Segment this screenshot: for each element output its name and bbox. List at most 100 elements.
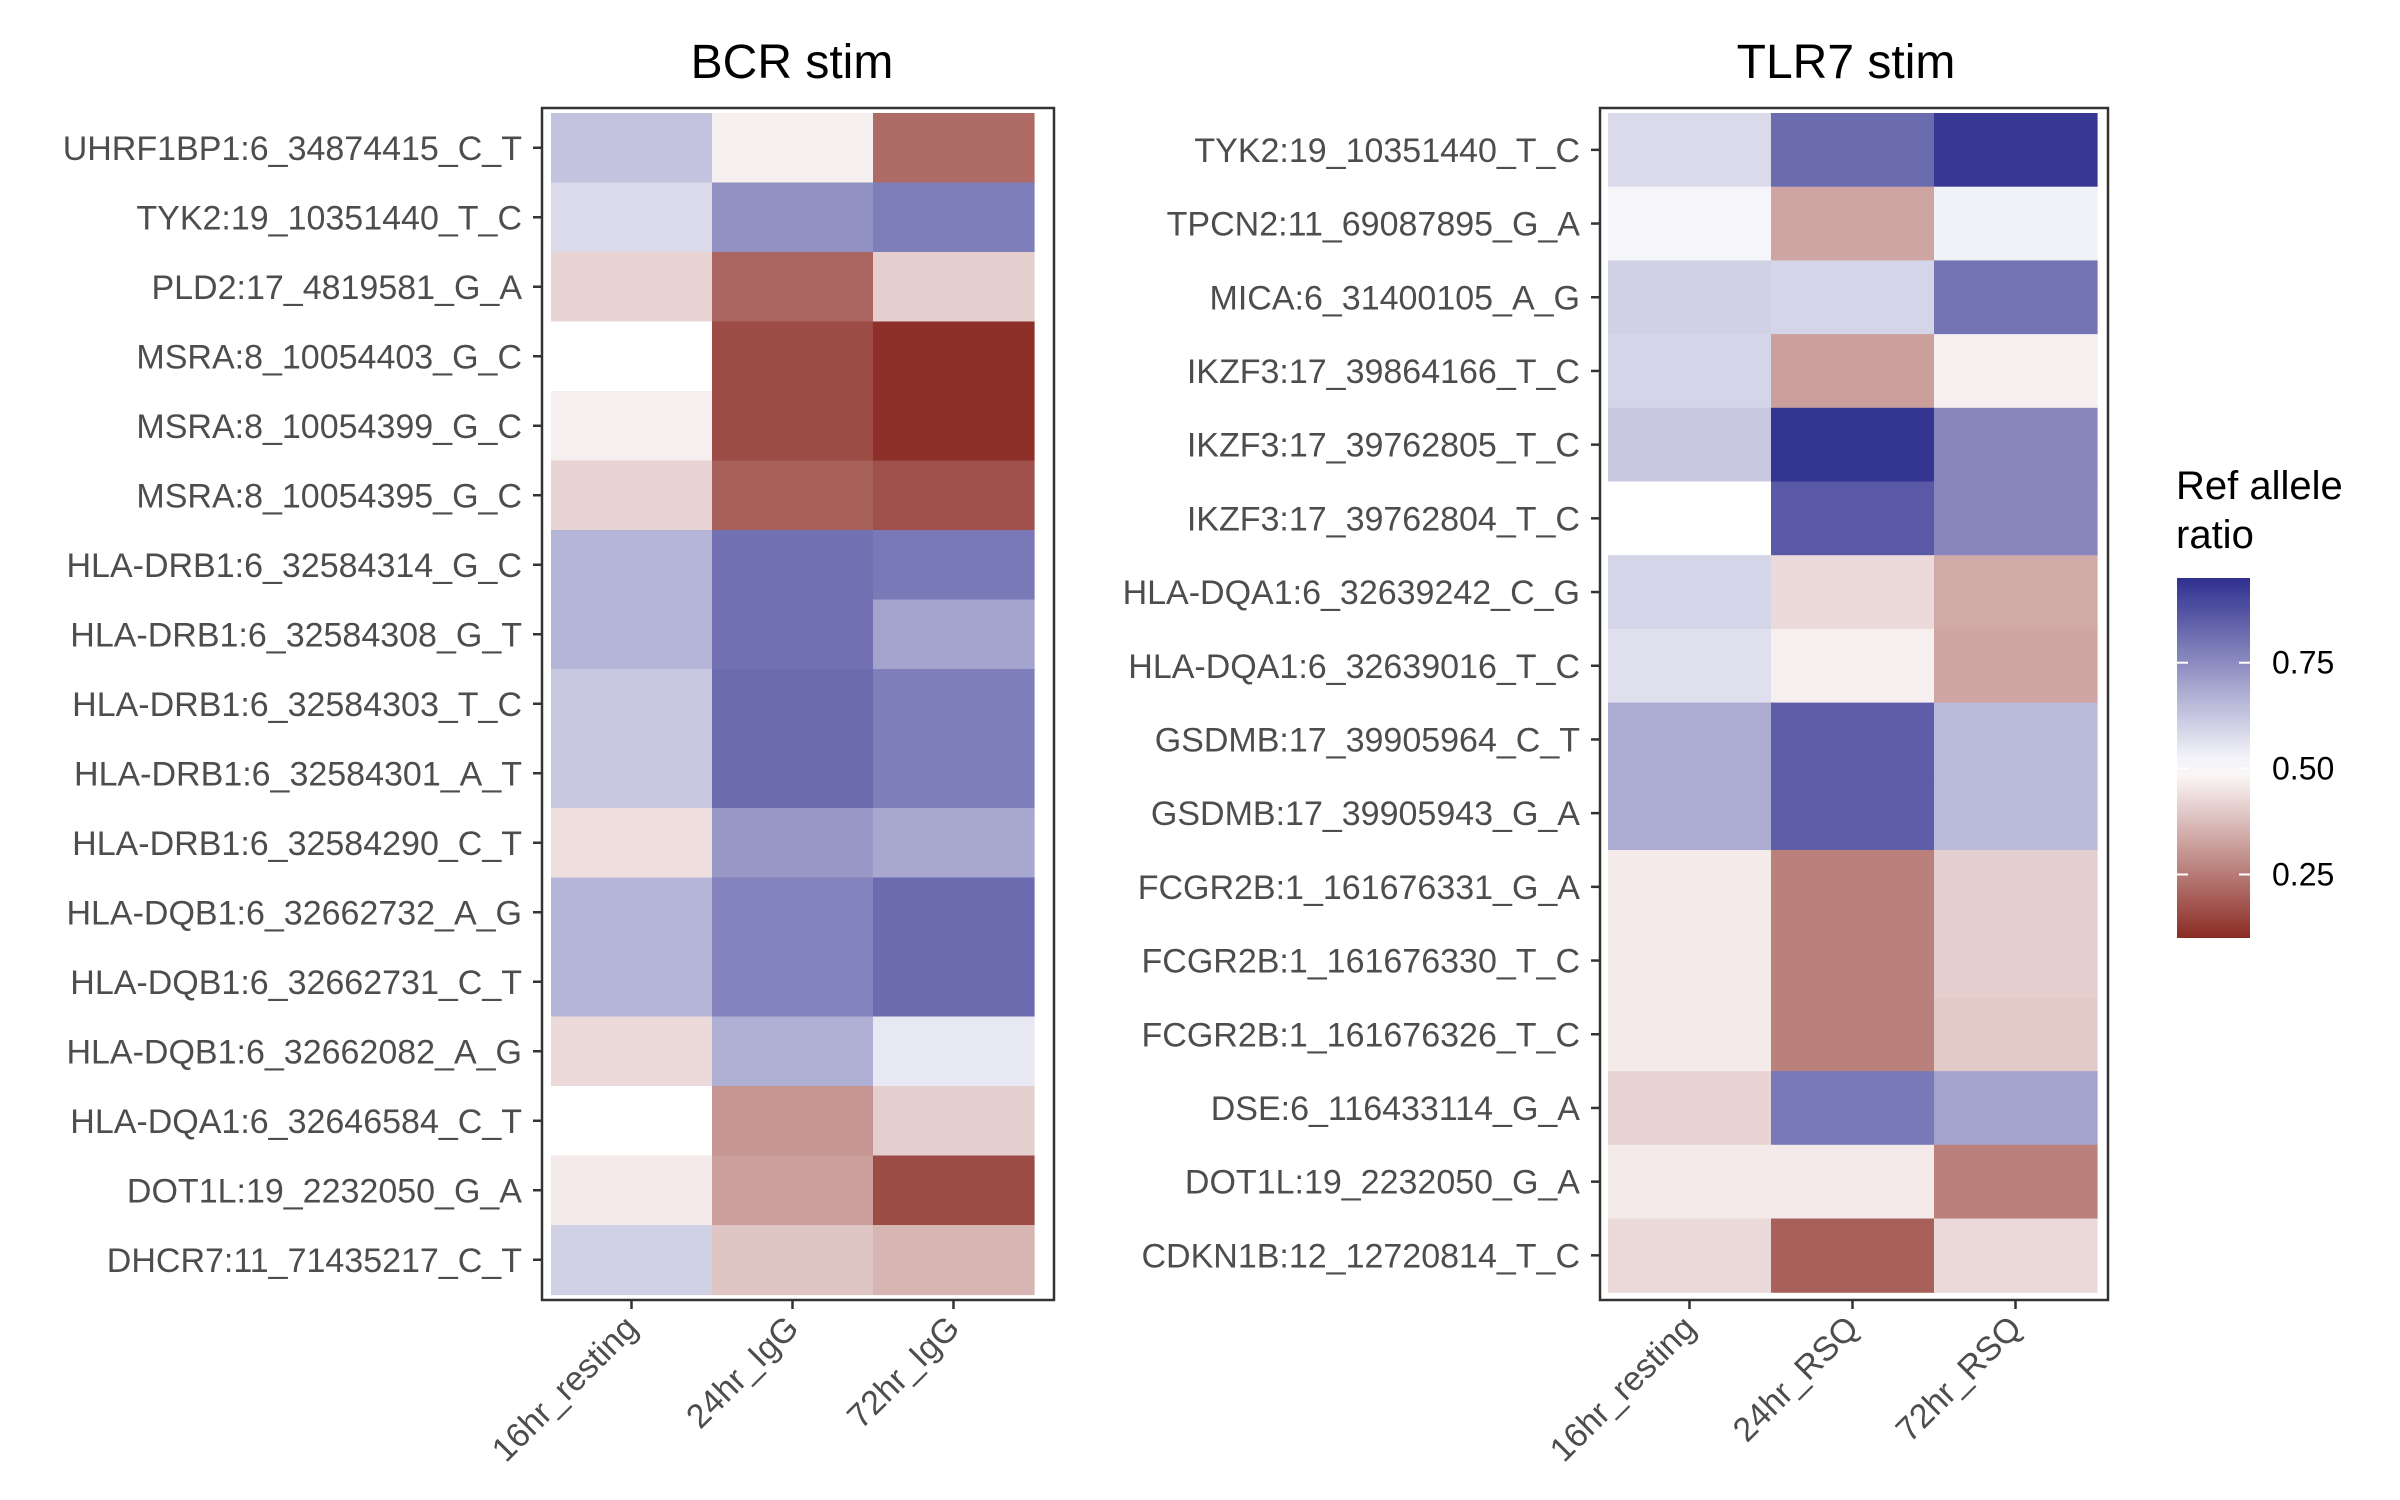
heatmap-cell: [1771, 555, 1935, 630]
heatmap-cell: [873, 738, 1035, 809]
heatmap-cell: [1771, 923, 1935, 998]
heatmap-cell: [551, 738, 713, 809]
y-tick-label-hla-dqb1-6-32662731-c-t: HLA-DQB1:6_32662731_C_T: [70, 964, 522, 1002]
heatmap-cell: [551, 391, 713, 462]
y-tick-label-hla-drb1-6-32584303-t-c: HLA-DRB1:6_32584303_T_C: [72, 686, 522, 724]
heatmap-cell: [873, 1016, 1035, 1087]
heatmap-cell: [1934, 776, 2098, 851]
heatmap-cell: [1934, 923, 2098, 998]
heatmap-cell: [1771, 1071, 1935, 1146]
heatmap-cell: [1934, 481, 2098, 556]
heatmap-cell: [712, 460, 874, 531]
x-tick-label-24hr-igg: 24hr_IgG: [679, 1309, 806, 1436]
heatmap-cell: [712, 182, 874, 253]
heatmap-cell: [712, 808, 874, 879]
heatmap-cell: [1771, 702, 1935, 777]
y-tick-label-hla-drb1-6-32584290-c-t: HLA-DRB1:6_32584290_C_T: [72, 825, 522, 863]
heatmap-cell: [1771, 113, 1935, 188]
y-tick-label-dot1l-19-2232050-g-a: DOT1L:19_2232050_G_A: [1185, 1164, 1580, 1202]
heatmap-cell: [551, 460, 713, 531]
heatmap-cell: [1771, 1218, 1935, 1293]
legend-colorbar: [2177, 578, 2250, 938]
heatmap-cell: [1934, 334, 2098, 409]
heatmap-cell: [1934, 1144, 2098, 1220]
heatmap-cell: [551, 808, 713, 879]
heatmap-cell: [1608, 997, 1772, 1072]
y-tick-label-hla-drb1-6-32584301-a-t: HLA-DRB1:6_32584301_A_T: [74, 755, 522, 793]
y-tick-label-hla-dqa1-6-32639016-t-c: HLA-DQA1:6_32639016_T_C: [1128, 648, 1580, 686]
y-tick-label-hla-dqb1-6-32662082-a-g: HLA-DQB1:6_32662082_A_G: [66, 1033, 522, 1071]
x-tick-label-72hr-rsq: 72hr_RSQ: [1889, 1309, 2029, 1449]
x-tick-label-24hr-rsq: 24hr_RSQ: [1726, 1309, 1866, 1449]
heatmap-cell: [551, 530, 713, 601]
heatmap-cell: [1771, 1144, 1935, 1220]
heatmap-cell: [1934, 1218, 2098, 1293]
panel-title: BCR stim: [691, 36, 894, 89]
heatmap-cell: [1608, 334, 1772, 409]
heatmap-cell: [1771, 481, 1935, 556]
heatmap-cell: [873, 1086, 1035, 1157]
y-tick-label-fcgr2b-1-161676326-t-c: FCGR2B:1_161676326_T_C: [1142, 1016, 1581, 1054]
heatmap-cell: [873, 1155, 1035, 1226]
y-tick-label-gsdmb-17-39905943-g-a: GSDMB:17_39905943_G_A: [1151, 795, 1580, 833]
heatmap-cell: [551, 113, 713, 184]
y-tick-label-dot1l-19-2232050-g-a: DOT1L:19_2232050_G_A: [127, 1172, 522, 1210]
heatmap-cell: [1771, 997, 1935, 1072]
heatmap-cell: [873, 391, 1035, 462]
y-tick-label-fcgr2b-1-161676330-t-c: FCGR2B:1_161676330_T_C: [1142, 943, 1581, 981]
panel-bcr-stim: BCR stim UHRF1BP1:6_34874415_C_T TYK2:19_…: [63, 36, 1056, 1470]
heatmap-cell: [712, 599, 874, 670]
heatmap-cell: [1608, 702, 1772, 777]
heatmap-cell: [712, 1016, 874, 1087]
y-tick-label-hla-drb1-6-32584314-g-c: HLA-DRB1:6_32584314_G_C: [66, 547, 522, 585]
y-tick-label-msra-8-10054399-g-c: MSRA:8_10054399_G_C: [136, 408, 522, 446]
y-tick-label-pld2-17-4819581-g-a: PLD2:17_4819581_G_A: [151, 269, 522, 307]
heatmap-cell: [712, 947, 874, 1018]
y-tick-label-ikzf3-17-39762804-t-c: IKZF3:17_39762804_T_C: [1187, 500, 1580, 538]
legend-tick-label: 0.50: [2272, 751, 2334, 787]
y-tick-label-msra-8-10054403-g-c: MSRA:8_10054403_G_C: [136, 338, 522, 376]
heatmap-cell: [873, 1225, 1035, 1296]
heatmap-cell: [1934, 1071, 2098, 1146]
y-tick-label-tyk2-19-10351440-t-c: TYK2:19_10351440_T_C: [136, 199, 522, 237]
y-tick-label-ikzf3-17-39864166-t-c: IKZF3:17_39864166_T_C: [1187, 353, 1580, 391]
heatmap-cell: [712, 738, 874, 809]
y-tick-label-dse-6-116433114-g-a: DSE:6_116433114_G_A: [1211, 1090, 1581, 1128]
legend-tick-label: 0.75: [2272, 645, 2334, 681]
x-tick-label-16hr-resting: 16hr_resting: [1543, 1309, 1704, 1470]
x-tick-label-72hr-igg: 72hr_IgG: [840, 1309, 967, 1436]
heatmap-cell: [712, 530, 874, 601]
heatmap-cell: [551, 1086, 713, 1157]
heatmap-cell: [712, 113, 874, 184]
panel-title: TLR7 stim: [1737, 36, 1956, 89]
y-tick-label-msra-8-10054395-g-c: MSRA:8_10054395_G_C: [136, 477, 522, 515]
y-tick-label-tpcn2-11-69087895-g-a: TPCN2:11_69087895_G_A: [1167, 206, 1581, 244]
heatmap-cell: [873, 321, 1035, 392]
panel-tlr7-stim: TLR7 stim TYK2:19_10351440_T_C TPCN2:11_6…: [1123, 36, 2110, 1470]
heatmap-cell: [873, 877, 1035, 948]
heatmap-cell: [873, 947, 1035, 1018]
heatmap-cell: [712, 391, 874, 462]
heatmap-cell: [1608, 850, 1772, 925]
heatmap-cell: [1934, 407, 2098, 483]
y-tick-label-tyk2-19-10351440-t-c: TYK2:19_10351440_T_C: [1194, 132, 1580, 170]
y-tick-label-hla-dqb1-6-32662732-a-g: HLA-DQB1:6_32662732_A_G: [66, 894, 522, 932]
heatmap-cell: [873, 182, 1035, 253]
y-tick-label-hla-dqa1-6-32646584-c-t: HLA-DQA1:6_32646584_C_T: [70, 1103, 522, 1141]
heatmap-cell: [1934, 113, 2098, 188]
heatmap-cell: [873, 669, 1035, 740]
heatmap-cell: [1934, 260, 2098, 335]
panel-border: [1598, 106, 2110, 1302]
heatmap-cell: [1608, 186, 1772, 261]
heatmap-cell: [1934, 997, 2098, 1072]
heatmap-cell: [551, 1225, 713, 1296]
heatmap-cell: [1771, 776, 1935, 851]
heatmap-cell: [873, 530, 1035, 601]
legend-tick-label: 0.25: [2272, 856, 2334, 892]
heatmap-cell: [1771, 186, 1935, 261]
heatmap-cell: [873, 113, 1035, 184]
x-tick-label-16hr-resting: 16hr_resting: [485, 1309, 646, 1470]
heatmap-cell: [551, 1016, 713, 1087]
heatmap-cell: [551, 877, 713, 948]
heatmap-cell: [1934, 702, 2098, 777]
